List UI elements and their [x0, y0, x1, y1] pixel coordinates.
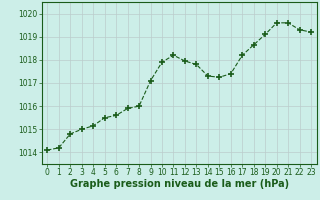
X-axis label: Graphe pression niveau de la mer (hPa): Graphe pression niveau de la mer (hPa)	[70, 179, 289, 189]
